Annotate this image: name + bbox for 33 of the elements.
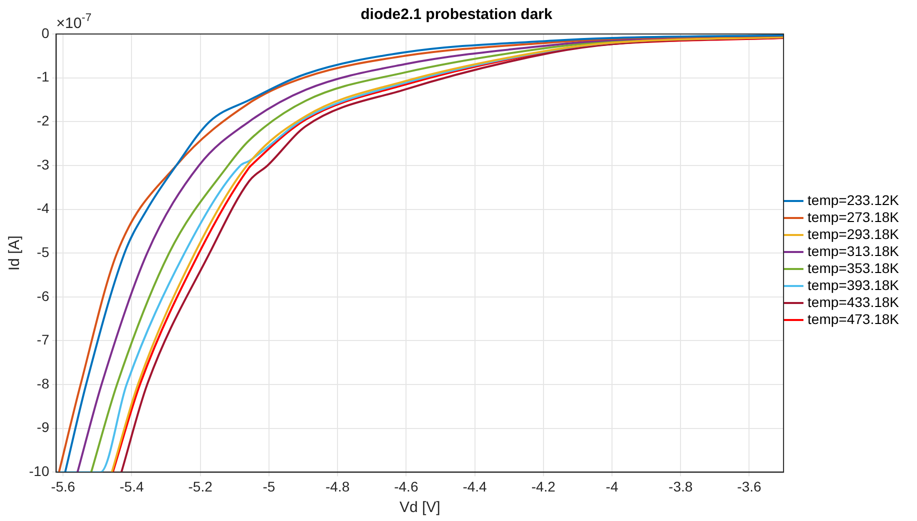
legend-label: temp=233.12K <box>808 192 900 208</box>
y-tick-label: -8 <box>36 375 50 392</box>
legend-label: temp=353.18K <box>808 260 900 276</box>
legend-label: temp=473.18K <box>808 310 900 327</box>
x-tick-label: -4 <box>606 478 618 494</box>
y-axis-title: Id [A] <box>6 236 24 271</box>
legend-label: temp=273.18K <box>808 208 900 225</box>
legend-label: temp=433.18K <box>808 294 900 310</box>
x-tick-label: -5 <box>262 478 276 494</box>
chart-title: diode2.1 probestation dark <box>360 6 553 24</box>
legend-label: temp=293.18K <box>808 226 900 242</box>
x-tick-label: -4.2 <box>531 478 556 494</box>
x-axis-title: Vd [V] <box>399 499 440 516</box>
y-tick-label: -1 <box>36 68 50 85</box>
y-tick-label: -3 <box>36 156 50 172</box>
y-tick-label: -4 <box>36 200 50 216</box>
y-tick-label: -9 <box>36 419 50 436</box>
x-tick-label: -3.8 <box>668 478 693 494</box>
x-tick-label: -5.4 <box>120 478 144 494</box>
x-tick-label: -3.6 <box>737 478 762 494</box>
y-tick-label: -6 <box>36 288 50 304</box>
y-tick-label: -10 <box>29 463 50 480</box>
x-tick-label: -5.6 <box>51 478 76 494</box>
y-tick-label: -2 <box>36 112 50 128</box>
x-tick-label: -4.4 <box>462 478 488 494</box>
x-tick-label: -4.6 <box>394 478 418 494</box>
x-tick-label: -4.8 <box>325 478 350 494</box>
y-tick-label: 0 <box>41 24 50 41</box>
y-tick-label: -7 <box>36 332 50 348</box>
y-tick-label: -5 <box>36 244 50 260</box>
x-tick-label: -5.2 <box>188 478 213 494</box>
legend-label: temp=393.18K <box>808 276 900 293</box>
legend-label: temp=313.18K <box>808 242 900 259</box>
